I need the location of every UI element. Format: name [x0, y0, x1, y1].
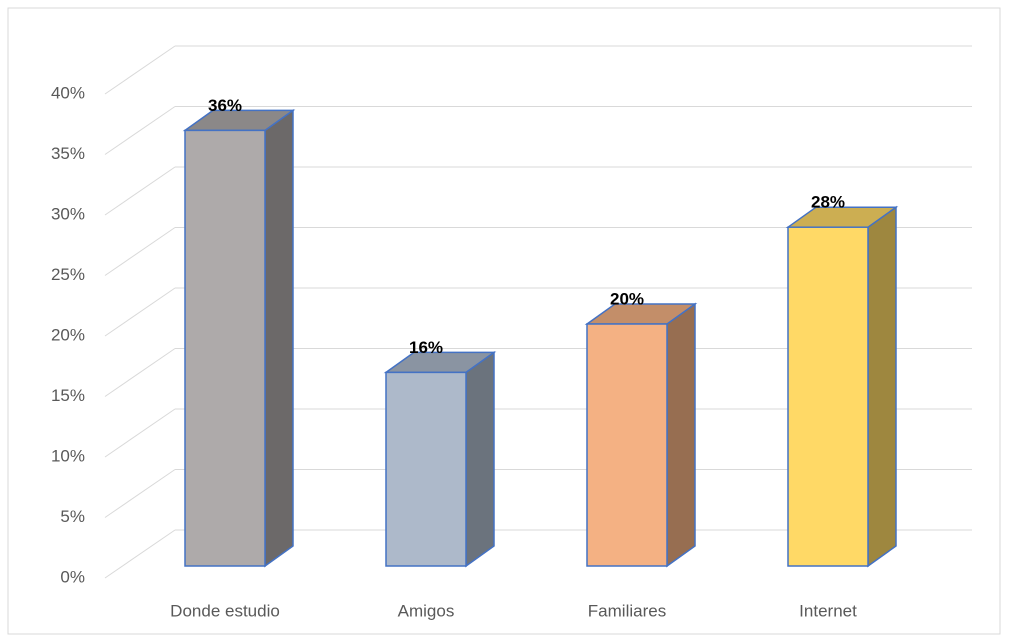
y-tick-label: 15% — [51, 386, 85, 405]
y-tick-label: 5% — [60, 507, 85, 526]
data-label: 36% — [208, 96, 242, 115]
y-tick-label: 25% — [51, 265, 85, 284]
bar-side — [666, 302, 696, 568]
y-tick-label: 10% — [51, 446, 85, 465]
grid-line-side — [104, 469, 176, 518]
grid-line-side — [104, 227, 176, 276]
y-tick-label: 35% — [51, 144, 85, 163]
grid-line-side — [104, 106, 176, 155]
grid-line-side — [104, 529, 176, 579]
data-label: 20% — [610, 289, 644, 308]
bar — [586, 323, 668, 567]
grid-line-side — [104, 408, 176, 458]
y-tick-label: 0% — [60, 567, 85, 586]
data-label: 28% — [811, 193, 845, 212]
grid-line-side — [104, 348, 176, 397]
grid-line-side — [104, 45, 176, 95]
x-tick-label: Donde estudio — [170, 601, 280, 620]
bar — [385, 371, 467, 567]
bar-side — [264, 108, 294, 568]
y-tick-label: 20% — [51, 325, 85, 344]
x-tick-label: Internet — [799, 601, 857, 620]
bar-side — [465, 350, 495, 568]
bar — [184, 129, 266, 567]
grid-line-side — [104, 287, 176, 337]
data-label: 16% — [409, 338, 443, 357]
y-tick-label: 40% — [51, 83, 85, 102]
x-tick-label: Familiares — [588, 601, 666, 620]
x-tick-label: Amigos — [398, 601, 455, 620]
bar — [787, 226, 869, 567]
bar-side — [867, 205, 897, 568]
grid-line-side — [104, 166, 176, 216]
y-tick-label: 30% — [51, 204, 85, 223]
